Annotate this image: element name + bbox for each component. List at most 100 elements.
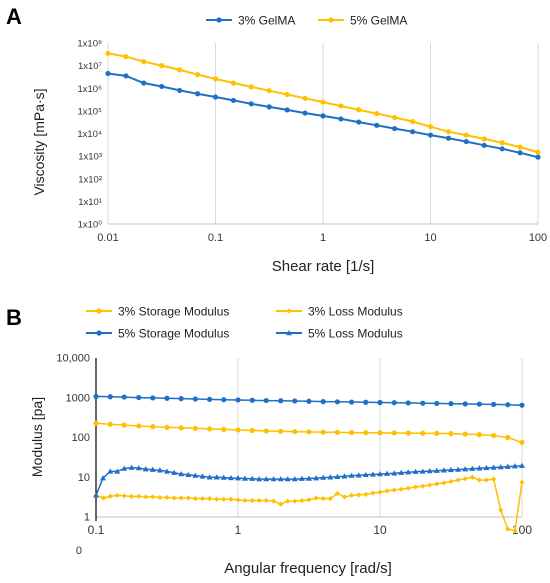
legend-a: 3% GelMA 5% GelMA [206,14,407,28]
data-point [171,469,178,475]
data-point [491,476,497,482]
series-line-3-loss-modulus [95,476,523,532]
y-tick-label: 1x10⁸ [77,39,102,50]
series-5-storage-modulus [93,393,525,408]
data-point [441,480,447,486]
data-point [107,421,113,427]
y-tick-label: 1x10⁶ [77,84,102,95]
data-point [285,498,291,504]
data-point [93,492,99,498]
data-point [164,395,170,401]
legend-item-3-loss-modulus: 3% Loss Modulus [276,305,403,319]
data-point [263,397,269,404]
data-point [105,50,111,56]
x-tick-label: 100 [512,523,532,537]
data-point [266,88,272,94]
data-point [292,398,298,404]
data-point [320,429,326,435]
data-point [292,429,298,435]
data-point [392,114,398,121]
data-point [327,496,333,502]
data-point [427,124,434,130]
data-point [448,431,454,437]
data-point [398,469,405,475]
data-point [192,472,199,478]
data-point [363,491,369,498]
data-point [235,497,241,503]
y-tick-label: 10 [78,472,90,484]
data-point [374,110,380,117]
x-axis-title-a: Shear rate [1/s] [272,258,375,275]
legend-label: 3% GelMA [238,14,295,28]
data-point [434,430,440,436]
data-point [256,497,262,504]
data-point [178,396,184,402]
x-tick-label: 0.1 [88,523,105,537]
data-point [128,493,135,499]
data-point [504,463,511,469]
data-point [469,474,475,480]
data-point [445,135,452,141]
data-point [100,495,107,501]
data-point [519,479,525,485]
data-point [164,424,170,430]
data-point [192,425,198,431]
data-point [327,474,334,480]
data-point [535,154,541,160]
data-point [491,432,497,439]
data-point [440,467,447,473]
y-tick-label: 1x10⁵ [77,106,102,117]
data-point [206,474,213,480]
data-point [334,429,340,435]
data-point [519,462,525,468]
data-point [462,431,468,437]
data-point [412,468,419,474]
data-point [391,430,397,436]
data-point [164,494,170,501]
data-point [199,496,206,502]
data-point [420,483,426,489]
data-point [434,481,440,487]
data-point [292,498,298,504]
data-point [377,399,383,406]
data-point [427,132,434,138]
data-point [391,487,397,493]
data-point [159,83,165,90]
data-point [420,430,426,436]
data-point [107,394,113,400]
data-point [230,80,237,86]
data-point [349,429,355,436]
data-point [136,493,142,499]
x-tick-label: 10 [373,523,387,537]
y-axis-title-a: Viscosity [mPa·s] [31,88,47,195]
y-tick-label: 1x10⁰ [78,220,103,231]
data-point [194,72,201,78]
data-point [306,398,312,404]
data-point [241,475,248,481]
data-point [298,475,305,481]
data-point [405,469,412,475]
data-point [349,399,355,405]
data-point [207,496,213,502]
data-point [214,496,220,502]
data-point [447,466,454,473]
data-point [517,150,523,156]
data-point [143,494,149,500]
data-point [320,496,326,502]
data-point [230,97,237,104]
data-point [374,122,380,128]
data-point [248,84,254,90]
data-point [177,87,183,94]
data-point [107,468,114,474]
y-tick-label: 1x10⁷ [78,61,103,72]
data-point [462,466,469,472]
panel-a: A 3% GelMA 5% GelMA Viscosity [mPa·s] She… [6,4,547,275]
data-point [512,528,518,534]
data-point [377,430,383,436]
data-point [128,464,135,470]
data-point [256,476,263,482]
legend-item-3-gelma: 3% GelMA [206,14,295,28]
data-point [235,397,241,403]
data-point [320,399,326,405]
